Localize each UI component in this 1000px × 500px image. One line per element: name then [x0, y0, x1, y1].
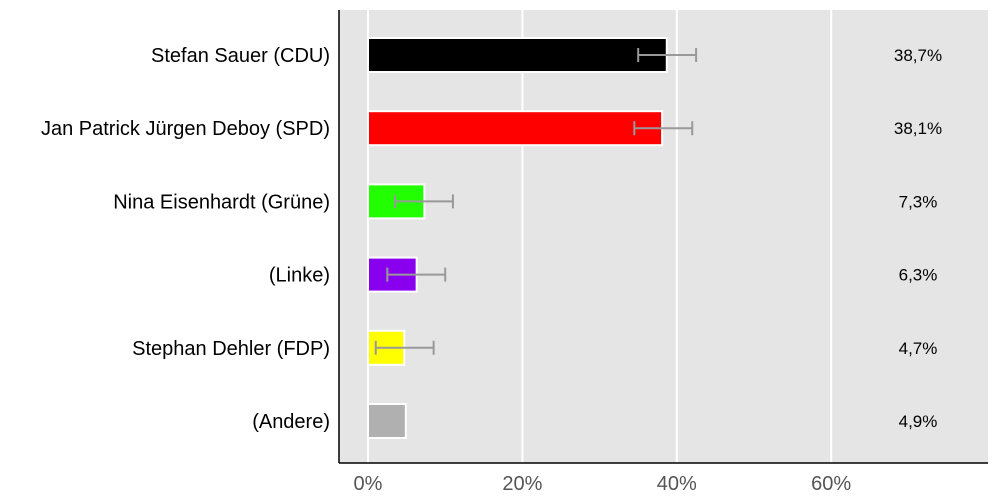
category-label-2: Nina Eisenhardt (Grüne) [113, 191, 330, 213]
value-label-0: 38,7% [894, 46, 942, 65]
error-bar-4 [374, 340, 435, 355]
error-bar-2 [394, 194, 454, 209]
category-label-5: (Andere) [252, 411, 330, 433]
value-label-1: 38,1% [894, 119, 942, 138]
category-label-3: (Linke) [269, 265, 330, 287]
category-label-1: Jan Patrick Jürgen Deboy (SPD) [41, 118, 330, 140]
labels: 0% 20% 40% 60% Stefan Sauer (CDU) 38,7% Jan Pa… [41, 45, 942, 495]
value-label-5: 4,9% [899, 412, 938, 431]
value-label-4: 4,7% [899, 339, 938, 358]
x-tick-label-0: 0% [354, 473, 383, 495]
error-bars [374, 48, 698, 355]
bar-5 [367, 403, 407, 439]
x-tick-label-20: 20% [502, 473, 542, 495]
plot-area [339, 10, 988, 463]
category-label-0: Stefan Sauer (CDU) [151, 45, 330, 67]
x-tick-label-60: 60% [811, 473, 851, 495]
error-bar-3 [386, 267, 447, 282]
category-label-4: Stephan Dehler (FDP) [132, 338, 330, 360]
bar-1 [367, 110, 664, 147]
bar-0 [367, 37, 668, 73]
value-label-3: 6,3% [899, 266, 938, 285]
error-bar-0 [637, 48, 698, 62]
error-bar-1 [633, 121, 694, 136]
value-label-2: 7,3% [899, 192, 938, 211]
x-tick-label-40: 40% [657, 473, 697, 495]
grid-lines [367, 10, 833, 463]
